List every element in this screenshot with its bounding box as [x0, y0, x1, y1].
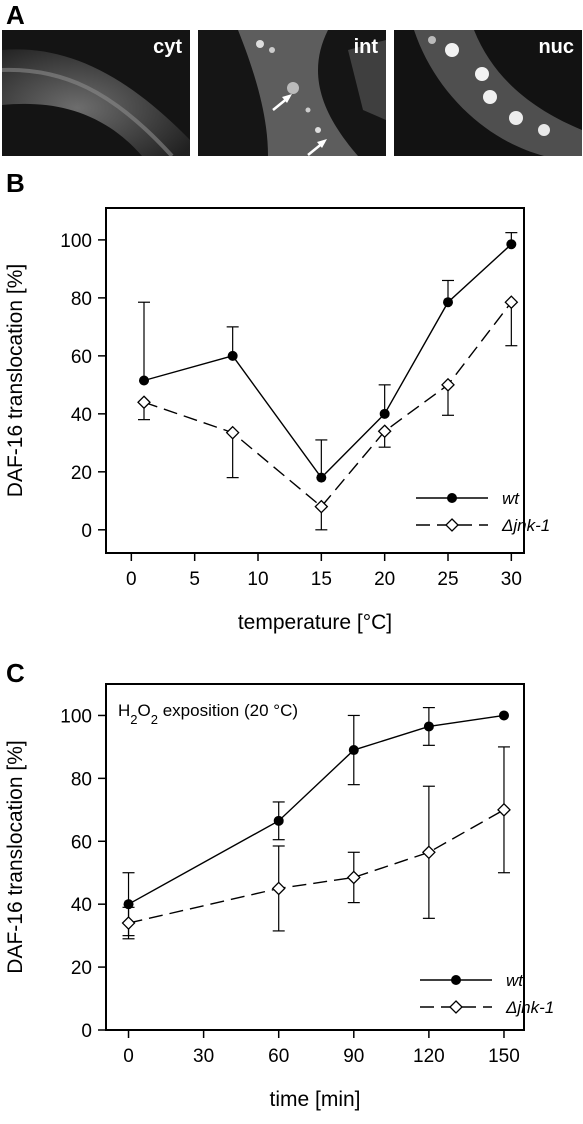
legend-marker-wt: [447, 493, 457, 503]
data-point-wt: [139, 375, 149, 386]
y-tick-label: 40: [71, 405, 92, 426]
data-point-jnk1: [271, 881, 286, 896]
micrograph-cytoplasmic-image: [2, 30, 190, 156]
data-point-wt: [443, 297, 453, 308]
data-point-wt: [348, 745, 359, 756]
y-tick-label: 0: [81, 1021, 92, 1042]
legend-marker-jnk1: [449, 1000, 463, 1014]
x-tick-label: 120: [413, 1046, 445, 1067]
legend-marker-wt: [451, 975, 461, 985]
data-point-wt: [123, 899, 134, 910]
chart-temperature: 0 5 10 15 20 25 30 0 20 40 60 80 100 temperature [°C]…: [4, 207, 550, 634]
x-tick-label: 20: [374, 569, 395, 590]
x-axis-label: temperature [°C]: [238, 611, 392, 634]
x-tick-label: 0: [126, 569, 137, 590]
x-tick-label: 0: [123, 1046, 134, 1067]
data-point-wt: [506, 239, 517, 250]
data-point-jnk1: [346, 870, 361, 885]
micrograph-nuclear: nuc: [394, 30, 582, 156]
y-tick-label: 60: [71, 832, 92, 853]
data-point-wt: [379, 408, 390, 419]
panel-letter-b: B: [6, 168, 25, 198]
legend-label-jnk1: Δjnk-1: [501, 516, 550, 535]
y-tick-label: 100: [60, 231, 92, 252]
data-point-jnk1: [121, 916, 136, 930]
x-tick-label: 10: [247, 569, 268, 590]
micrograph-intermediate-image: [198, 30, 386, 156]
legend-label-wt: wt: [502, 489, 520, 508]
data-point-wt: [227, 350, 238, 361]
y-tick-label: 60: [71, 347, 92, 368]
micrograph-cytoplasmic: cyt: [2, 30, 190, 156]
data-point-jnk1: [137, 395, 151, 410]
series-line-jnk1: [128, 809, 505, 924]
panel-letter-c: C: [6, 658, 25, 688]
data-point-jnk1: [441, 377, 455, 392]
legend-marker-jnk1: [445, 518, 459, 532]
micrograph-label-int: int: [353, 36, 378, 58]
x-tick-label: 60: [268, 1046, 289, 1067]
x-tick-label: 25: [437, 569, 458, 590]
data-point-jnk1: [225, 425, 240, 440]
data-point-wt: [273, 815, 284, 826]
micrograph-label-cyt: cyt: [153, 36, 182, 58]
y-tick-label: 80: [71, 289, 92, 310]
x-tick-label: 15: [311, 569, 332, 590]
data-point-wt: [423, 721, 434, 732]
data-point-jnk1: [421, 845, 436, 860]
x-tick-label: 30: [501, 569, 522, 590]
chart-annotation: H2O2 exposition (20 °C): [118, 701, 298, 727]
legend-label-jnk1: Δjnk-1: [505, 998, 554, 1017]
series-line-wt: [143, 243, 512, 479]
plot-frame: [105, 207, 525, 554]
micrograph-nuclear-image: [394, 30, 582, 156]
y-axis-label: DAF-16 translocation [%]: [4, 740, 27, 973]
y-tick-label: 100: [60, 706, 92, 727]
micrograph-label-nuc: nuc: [538, 36, 574, 58]
x-tick-label: 30: [193, 1046, 214, 1067]
x-tick-label: 90: [343, 1046, 364, 1067]
chart-h2o2-time: 0 30 60 90 120 150 0 20 40 60 80 100 time [min] DAF-1…: [4, 683, 554, 1111]
data-point-wt: [498, 710, 509, 721]
legend-label-wt: wt: [506, 971, 524, 990]
y-tick-label: 40: [71, 895, 92, 916]
y-tick-label: 0: [81, 521, 92, 542]
y-tick-label: 80: [71, 769, 92, 790]
plot-frame: [105, 683, 525, 1031]
data-point-jnk1: [377, 424, 392, 439]
series-line-wt: [128, 714, 505, 905]
x-tick-label: 150: [488, 1046, 520, 1067]
x-tick-label: 5: [189, 569, 200, 590]
y-axis-label: DAF-16 translocation [%]: [4, 264, 27, 497]
micrograph-intermediate: int: [198, 30, 386, 156]
data-point-jnk1: [314, 499, 329, 514]
x-axis-label: time [min]: [269, 1088, 360, 1111]
y-tick-label: 20: [71, 463, 92, 484]
panel-letter-a: A: [6, 0, 25, 30]
data-point-jnk1: [497, 802, 511, 817]
y-tick-label: 20: [71, 958, 92, 979]
data-point-jnk1: [504, 295, 519, 310]
data-point-wt: [316, 472, 327, 483]
series-line-jnk1: [143, 301, 512, 508]
